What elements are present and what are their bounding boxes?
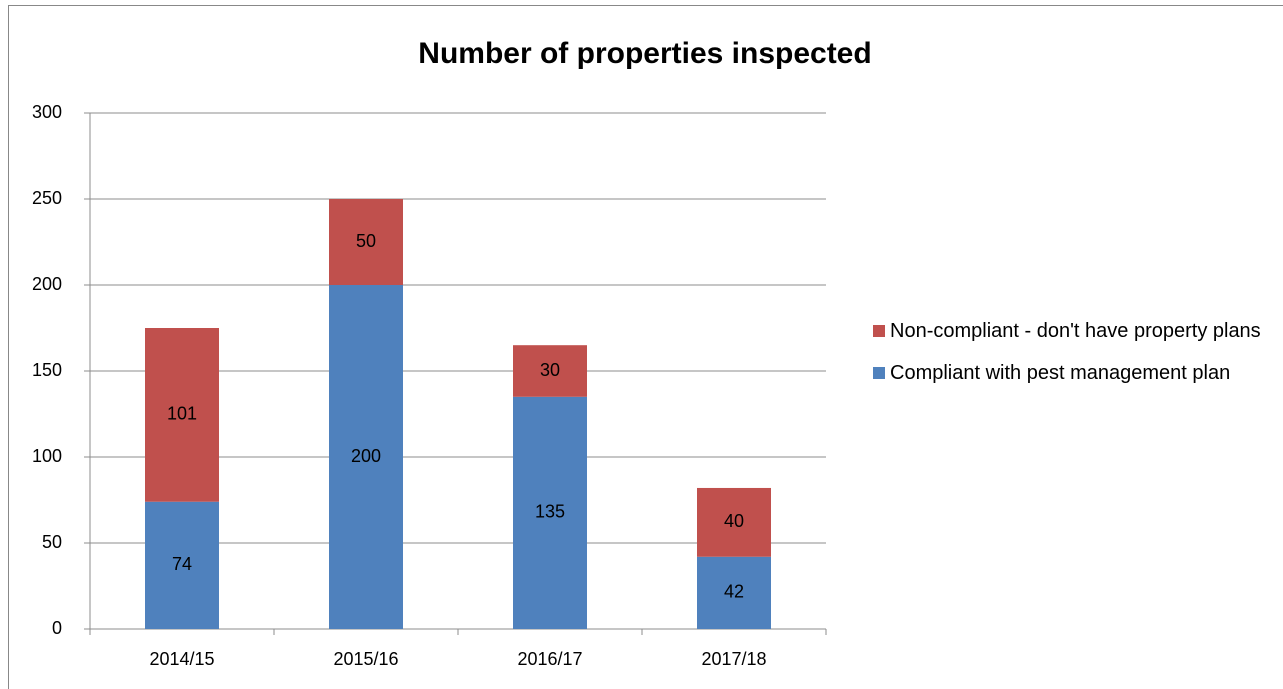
bar-segment	[329, 285, 403, 629]
x-tick-label: 2017/18	[701, 649, 766, 669]
x-tick-label: 2014/15	[149, 649, 214, 669]
legend: Non-compliant - don't have property plan…	[873, 316, 1263, 400]
legend-label: Compliant with pest management plan	[890, 362, 1231, 384]
data-label: 42	[724, 582, 744, 602]
chart-title: Number of properties inspected	[418, 37, 871, 70]
y-tick-label: 0	[52, 618, 62, 638]
bar-segment	[145, 328, 219, 502]
bar-segment	[697, 556, 771, 629]
legend-swatch	[873, 325, 885, 337]
y-tick-label: 300	[32, 102, 62, 122]
data-label: 50	[356, 231, 376, 251]
bar-segment	[145, 501, 219, 629]
bar-segment	[513, 396, 587, 629]
legend-item: Non-compliant - don't have property plan…	[873, 316, 1263, 346]
chart-border	[8, 5, 1283, 689]
data-label: 101	[167, 404, 197, 424]
data-label: 30	[540, 360, 560, 380]
x-tick-label: 2015/16	[333, 649, 398, 669]
data-label: 200	[351, 446, 381, 466]
bar-segment	[697, 487, 771, 557]
bar-segment	[329, 199, 403, 285]
bar-segment	[513, 345, 587, 397]
y-tick-label: 150	[32, 360, 62, 380]
x-tick-label: 2016/17	[517, 649, 582, 669]
data-label: 74	[172, 554, 192, 574]
y-tick-label: 50	[42, 532, 62, 552]
data-label: 135	[535, 502, 565, 522]
y-tick-label: 100	[32, 446, 62, 466]
y-tick-label: 200	[32, 274, 62, 294]
data-label: 40	[724, 511, 744, 531]
legend-label: Non-compliant - don't have property plan…	[890, 320, 1261, 342]
legend-swatch	[873, 367, 885, 379]
y-tick-label: 250	[32, 188, 62, 208]
legend-item: Compliant with pest management plan	[873, 358, 1263, 388]
